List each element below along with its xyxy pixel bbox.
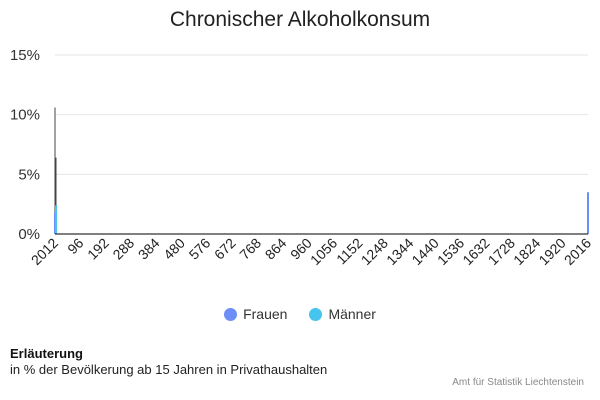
legend-item-frauen[interactable]: Frauen xyxy=(224,306,287,322)
x-tick-label: 768 xyxy=(236,235,264,263)
x-tick-label: 2016 xyxy=(561,235,594,268)
x-tick-label: 480 xyxy=(160,235,188,263)
legend-item-maenner[interactable]: Männer xyxy=(309,306,376,322)
x-tick-label: 864 xyxy=(262,235,290,263)
chart-plot: 0%5%10%15%2012 96192288384480576672768864… xyxy=(10,47,594,268)
legend-marker xyxy=(224,307,238,321)
y-tick-label: 5% xyxy=(18,166,40,183)
x-tick-label: 1536 xyxy=(434,235,467,268)
x-tick-label: 576 xyxy=(186,235,214,263)
x-tick-label: 192 xyxy=(84,235,112,263)
x-tick-label: 1152 xyxy=(333,235,366,268)
y-tick-label: 15% xyxy=(10,47,40,64)
note-text: in % der Bevölkerung ab 15 Jahren in Pri… xyxy=(10,362,328,377)
legend-marker xyxy=(309,307,323,321)
chart-title: Chronischer Alkoholkonsum xyxy=(169,8,431,31)
x-tick-label: 288 xyxy=(109,235,137,263)
note-heading: Erläuterung xyxy=(10,346,83,361)
x-tick-label: 96 xyxy=(64,235,86,257)
y-tick-label: 10% xyxy=(10,107,40,124)
x-tick-label: 1920 xyxy=(535,235,568,268)
x-tick-label: 384 xyxy=(135,235,163,263)
x-tick-label: 1632 xyxy=(459,235,492,268)
x-tick-label: 1248 xyxy=(358,235,391,268)
x-tick-label: 1056 xyxy=(307,235,340,268)
bar xyxy=(587,192,589,234)
x-tick-label: 1440 xyxy=(408,235,441,268)
bar xyxy=(55,205,57,234)
y-tick-label: 0% xyxy=(18,226,40,243)
x-tick-label: 1344 xyxy=(383,235,416,268)
legend-label: Männer xyxy=(328,306,376,322)
x-tick-label: 672 xyxy=(211,235,239,263)
legend: Frauen Männer xyxy=(0,306,600,322)
source-credit: Amt für Statistik Liechtenstein xyxy=(452,377,584,388)
x-tick-label: 1824 xyxy=(510,235,543,268)
legend-label: Frauen xyxy=(243,306,288,322)
x-tick-label: 1728 xyxy=(485,235,518,268)
